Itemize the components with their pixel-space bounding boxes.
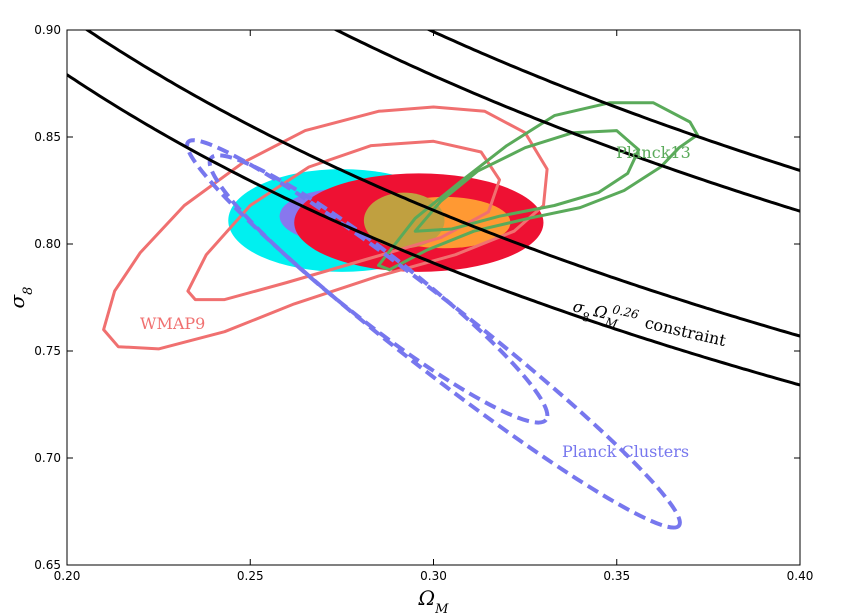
wmap9-contour-outer (102, 105, 549, 351)
constraint-curve-4 (425, 30, 800, 173)
planck13-label: Planck13 (616, 143, 691, 162)
y-tick-label: 0.85 (34, 130, 61, 144)
x-tick-label: 0.25 (237, 569, 264, 583)
constraint-curve-2 (84, 30, 800, 338)
y-tick-label: 0.90 (34, 23, 61, 37)
plot-content (67, 30, 800, 530)
x-axis-label: ΩM (418, 586, 450, 613)
x-tick-label: 0.35 (603, 569, 630, 583)
constraint-label: σ8ΩM0.26constraint (570, 293, 729, 356)
wmap9-label: WMAP9 (140, 314, 205, 333)
x-tick-label: 0.30 (420, 569, 447, 583)
y-tick-label: 0.75 (34, 344, 61, 358)
constraint-curve-3 (333, 30, 800, 213)
planck13-contour-outer (377, 101, 699, 272)
x-tick-label: 0.20 (54, 569, 81, 583)
y-axis-label: σ8 (5, 287, 36, 309)
axis-ticks: 0.20 0.25 0.30 0.35 0.40 0.65 0.70 0.75 0.80 0.85… (34, 23, 813, 583)
y-tick-label: 0.80 (34, 237, 61, 251)
plot-area (67, 30, 800, 530)
wmap9-contour-inner (186, 139, 501, 302)
plot-frame (66, 29, 801, 566)
constraint-curve-1 (67, 72, 800, 387)
x-tick-label: 0.40 (787, 569, 814, 583)
planck13-contour-inner (413, 129, 641, 233)
y-tick-label: 0.65 (34, 558, 61, 572)
planck-clusters-contour-outer (185, 138, 682, 530)
y-tick-label: 0.70 (34, 451, 61, 465)
planck-clusters-label: Planck Clusters (562, 442, 689, 461)
